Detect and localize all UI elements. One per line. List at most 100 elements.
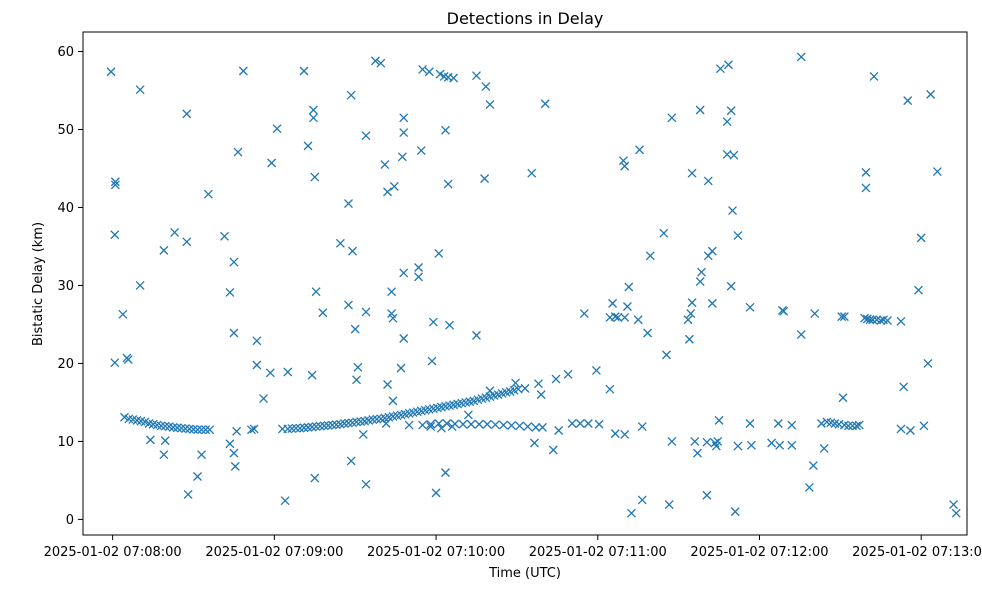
data-point — [376, 58, 386, 68]
data-point — [787, 420, 797, 430]
data-point — [932, 167, 942, 177]
data-point — [804, 482, 814, 492]
data-point — [249, 424, 259, 434]
data-point — [540, 99, 550, 109]
data-point — [311, 287, 321, 297]
data-point — [159, 245, 169, 255]
data-point — [443, 179, 453, 189]
data-point — [265, 368, 275, 378]
data-point — [515, 421, 525, 431]
data-point — [463, 410, 473, 420]
data-point — [919, 421, 929, 431]
data-point — [397, 152, 407, 162]
x-tick-label: 2025-01-02 07:11:00 — [529, 545, 667, 560]
data-point — [335, 238, 345, 248]
data-point — [441, 468, 450, 478]
data-point — [481, 82, 491, 92]
data-point — [205, 425, 215, 435]
data-point — [424, 67, 434, 77]
data-point — [135, 85, 145, 95]
y-axis-label: Bistatic Delay (km) — [31, 222, 46, 346]
data-point — [307, 370, 317, 380]
y-tick-label: 0 — [66, 513, 74, 528]
data-point — [318, 308, 328, 318]
data-point — [434, 419, 444, 428]
data-point — [414, 272, 424, 282]
data-point — [414, 263, 424, 272]
data-point — [951, 508, 961, 518]
data-point — [608, 298, 618, 308]
x-tick-label: 2025-01-02 07:12:00 — [690, 545, 828, 560]
data-point — [633, 315, 643, 325]
data-point — [775, 440, 785, 450]
data-point — [229, 448, 239, 458]
data-point — [233, 147, 243, 157]
data-point — [435, 69, 445, 79]
data-point — [310, 172, 320, 182]
data-point — [626, 508, 636, 518]
x-axis: 2025-01-02 07:08:00 2025-01-02 07:09:00 20… — [44, 535, 982, 560]
data-point — [687, 168, 697, 178]
y-tick-label: 50 — [57, 123, 74, 138]
data-point — [620, 312, 630, 322]
plot-frame — [82, 31, 968, 536]
x-tick-label: 2025-01-02 07:10:00 — [367, 545, 505, 560]
data-point — [527, 168, 537, 178]
data-point — [591, 365, 601, 375]
data-point — [773, 419, 783, 428]
data-point — [399, 128, 409, 138]
data-point — [529, 438, 539, 448]
x-tick-label: 2025-01-02 07:09:00 — [205, 545, 343, 560]
data-point — [361, 131, 371, 141]
data-point — [381, 419, 391, 428]
data-point — [434, 249, 444, 258]
data-point — [252, 336, 262, 346]
data-point — [610, 312, 620, 322]
data-point — [220, 231, 229, 241]
data-point — [687, 298, 697, 308]
data-point — [466, 419, 476, 429]
data-point — [472, 330, 481, 340]
data-point — [427, 356, 437, 366]
data-point — [667, 113, 677, 123]
data-point — [839, 312, 849, 322]
data-point — [645, 251, 655, 261]
data-point — [662, 350, 671, 360]
data-point — [232, 426, 242, 436]
data-point — [613, 312, 623, 322]
data-point — [903, 96, 913, 106]
data-point — [229, 257, 239, 267]
data-point — [767, 438, 777, 448]
data-point — [346, 90, 356, 100]
data-point — [702, 490, 712, 500]
data-point — [787, 440, 797, 450]
data-point — [490, 420, 500, 430]
data-point — [637, 495, 647, 505]
data-point — [361, 479, 371, 489]
data-point — [396, 363, 406, 373]
data-point — [229, 328, 239, 338]
data-point — [624, 282, 634, 292]
data-point — [707, 298, 717, 308]
data-point — [896, 424, 906, 434]
data-point — [267, 158, 277, 168]
data-point — [387, 287, 397, 297]
data-point — [389, 181, 399, 191]
data-point — [868, 315, 878, 325]
data-point — [729, 150, 739, 160]
data-point — [480, 174, 490, 184]
data-point — [538, 422, 547, 432]
data-point — [695, 105, 705, 115]
data-point — [659, 228, 669, 238]
data-point — [399, 113, 409, 123]
data-point — [436, 423, 446, 433]
data-point — [899, 382, 909, 392]
data-point — [861, 183, 871, 193]
data-point — [310, 473, 320, 483]
data-point — [664, 500, 674, 510]
data-point — [203, 189, 213, 199]
data-point — [182, 237, 192, 247]
data-point — [854, 420, 864, 430]
